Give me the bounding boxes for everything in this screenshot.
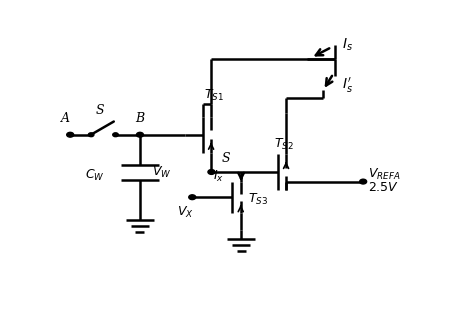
Circle shape	[88, 133, 94, 137]
Text: S: S	[222, 152, 230, 165]
Circle shape	[208, 170, 215, 174]
Text: $T_{S1}$: $T_{S1}$	[204, 88, 225, 103]
Circle shape	[136, 132, 144, 137]
Text: $C_W$: $C_W$	[85, 168, 104, 183]
Circle shape	[113, 133, 118, 137]
Circle shape	[189, 195, 196, 200]
Text: $I_s'$: $I_s'$	[342, 76, 353, 95]
Text: $V_{REFA}$: $V_{REFA}$	[369, 167, 401, 182]
Text: $T_{S3}$: $T_{S3}$	[248, 192, 268, 207]
Text: $I_s$: $I_s$	[342, 37, 353, 53]
Text: $T_{S2}$: $T_{S2}$	[274, 137, 294, 152]
Circle shape	[67, 132, 74, 137]
Text: $2.5V$: $2.5V$	[369, 181, 400, 194]
Circle shape	[360, 179, 367, 184]
Text: $V_X$: $V_X$	[177, 205, 194, 220]
Text: $I_x$: $I_x$	[213, 169, 224, 184]
Text: $V_W$: $V_W$	[152, 165, 171, 180]
Text: S: S	[95, 104, 104, 117]
Text: A: A	[60, 112, 69, 125]
Text: B: B	[135, 112, 144, 125]
